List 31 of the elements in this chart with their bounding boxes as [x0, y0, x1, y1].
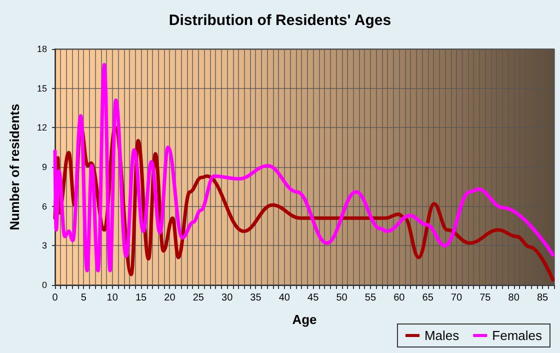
y-tick-label: 15	[36, 83, 47, 94]
x-tick-label: 15	[135, 292, 148, 304]
y-tick-label: 12	[36, 122, 47, 133]
x-tick-label: 55	[364, 292, 376, 304]
y-axis-title: Number of residents	[7, 104, 22, 230]
x-tick-label: 45	[308, 292, 320, 304]
x-tick-label: 75	[480, 292, 492, 304]
chart-title: Distribution of Residents' Ages	[168, 12, 392, 29]
x-axis-title: Age	[292, 312, 317, 327]
x-tick-label: 35	[250, 292, 262, 304]
y-tick-label: 0	[42, 280, 47, 290]
x-tick-label: 50	[336, 292, 348, 304]
y-tick-label: 3	[42, 240, 47, 251]
x-tick-label: 20	[164, 292, 176, 304]
x-tick-label: 70	[450, 292, 462, 304]
x-tick-label: 40	[278, 292, 290, 304]
legend-label: Females	[492, 328, 542, 343]
x-tick-label: 30	[222, 292, 234, 304]
x-tick-label: 5	[80, 292, 87, 304]
x-tick-label: 25	[192, 292, 204, 304]
x-tick-label: 10	[106, 292, 118, 304]
x-tick-label: 85	[536, 292, 549, 304]
y-tick-label: 9	[42, 162, 47, 172]
x-tick-label: 60	[394, 292, 406, 304]
y-tick-label: 18	[36, 44, 47, 54]
line-series	[53, 62, 555, 272]
x-tick-label: 65	[422, 292, 434, 304]
x-tick-label: 0	[52, 292, 58, 304]
legend-label: Males	[424, 328, 460, 343]
x-tick-label: 80	[508, 292, 520, 304]
y-tick-label: 6	[42, 201, 47, 212]
